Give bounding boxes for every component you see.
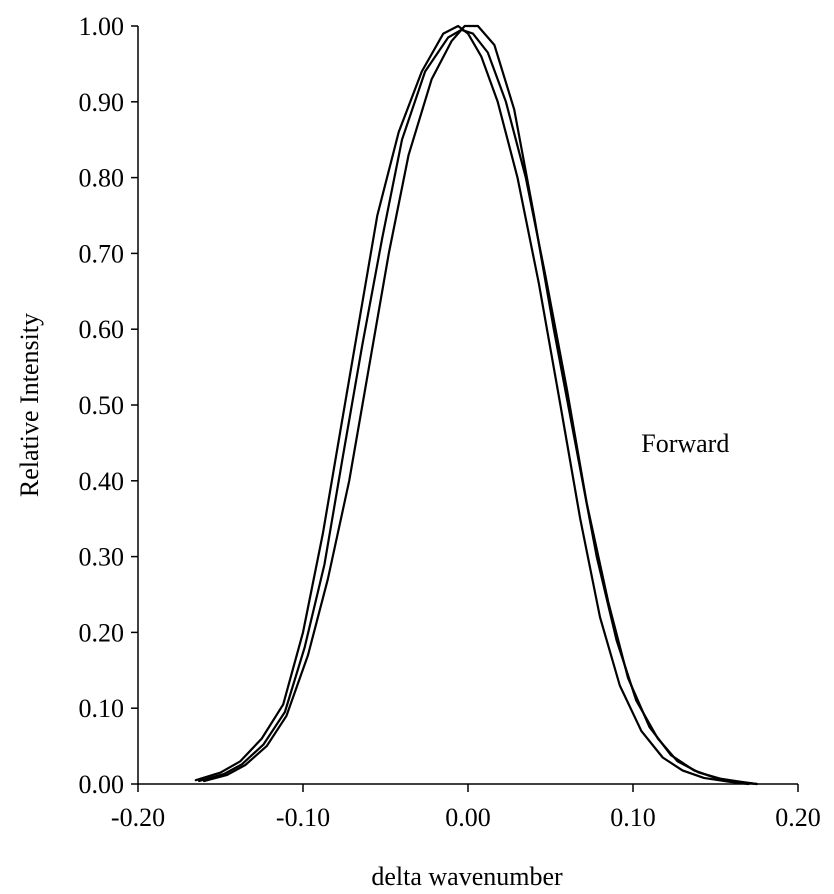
y-tick-label: 0.10: [79, 694, 125, 723]
axes: 0.00 0.10 0.20 0.30 0.40 0.50 0.60 0.70 0.80 0.90…: [79, 12, 821, 832]
x-axis-title: delta wavenumber: [371, 862, 563, 891]
x-tick-label: 0.10: [610, 803, 656, 832]
series-line-1: [194, 24, 750, 786]
x-tick-label: 0.20: [775, 803, 821, 832]
y-tick-label: 0.00: [79, 770, 125, 799]
y-tick-label: 0.20: [79, 618, 125, 647]
y-axis-title: Relative Intensity: [15, 313, 44, 497]
series-layer: [194, 24, 758, 786]
y-tick-label: 0.70: [79, 239, 125, 268]
x-tick-label: -0.20: [111, 803, 165, 832]
y-tick-label: 0.80: [79, 164, 125, 193]
series-line-3: [202, 24, 758, 786]
y-tick-label: 0.50: [79, 391, 125, 420]
annotations: Forward: [641, 429, 729, 458]
labels: delta wavenumber Relative Intensity: [15, 313, 563, 891]
y-tick-label: 0.30: [79, 543, 125, 572]
series-line-2: [198, 28, 758, 786]
y-tick-label: 0.60: [79, 315, 125, 344]
y-tick-label: 0.40: [79, 467, 125, 496]
y-tick-label: 1.00: [79, 12, 125, 41]
x-tick-label: 0.00: [445, 803, 491, 832]
x-tick-label: -0.10: [276, 803, 330, 832]
annotation-label: Forward: [641, 429, 729, 458]
y-tick-label: 0.90: [79, 88, 125, 117]
